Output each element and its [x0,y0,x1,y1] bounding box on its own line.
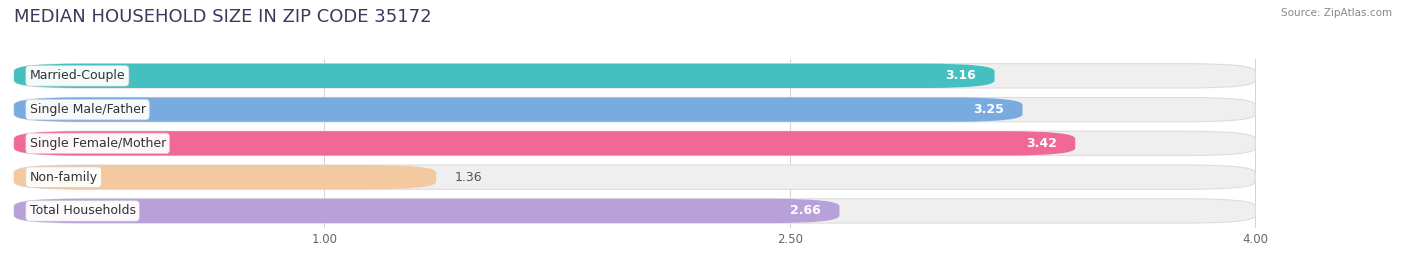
FancyBboxPatch shape [14,64,1256,88]
Text: 3.16: 3.16 [945,69,976,82]
Text: Non-family: Non-family [30,171,97,184]
FancyBboxPatch shape [14,199,839,223]
Text: 2.66: 2.66 [790,204,821,217]
Text: Total Households: Total Households [30,204,135,217]
Text: 1.36: 1.36 [454,171,482,184]
FancyBboxPatch shape [14,165,1256,189]
Text: Source: ZipAtlas.com: Source: ZipAtlas.com [1281,8,1392,18]
Text: Single Male/Father: Single Male/Father [30,103,146,116]
FancyBboxPatch shape [14,98,1256,122]
Text: MEDIAN HOUSEHOLD SIZE IN ZIP CODE 35172: MEDIAN HOUSEHOLD SIZE IN ZIP CODE 35172 [14,8,432,26]
FancyBboxPatch shape [14,64,994,88]
Text: 3.42: 3.42 [1026,137,1057,150]
Text: Single Female/Mother: Single Female/Mother [30,137,166,150]
FancyBboxPatch shape [14,199,1256,223]
FancyBboxPatch shape [14,131,1076,155]
FancyBboxPatch shape [14,98,1022,122]
FancyBboxPatch shape [14,165,436,189]
Text: Married-Couple: Married-Couple [30,69,125,82]
FancyBboxPatch shape [14,131,1256,155]
Text: 3.25: 3.25 [973,103,1004,116]
